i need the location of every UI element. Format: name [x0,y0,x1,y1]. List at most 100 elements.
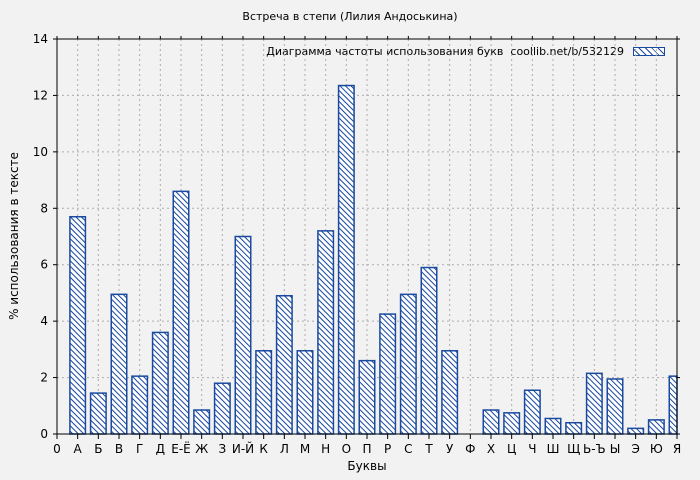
bar-hatch-line [296,375,314,392]
bar-hatch-line [234,254,252,271]
bar-hatch-line [635,428,643,435]
bar-hatch-line [69,315,86,332]
bar-hatch-line [379,359,396,376]
bar-hatch-line [379,375,396,392]
bar-hatch-line [338,276,355,293]
bar-hatch-line [234,403,252,420]
bar-hatch-line [379,408,396,425]
bar-hatch-line [172,414,190,431]
bar-hatch-line [320,230,334,244]
bar-hatch-line [96,392,107,403]
bar-hatch-line [75,216,86,227]
bar-hatch-line [69,304,86,321]
y-tick-label: 8 [40,201,48,215]
x-tick-label: Х [487,442,495,456]
bar-hatch-line [296,381,314,398]
bar-hatch-line [69,309,86,326]
bar-hatch-line [317,348,334,365]
bar-hatch-line [400,320,417,337]
bar-hatch-line [276,298,293,315]
bar-hatch-line [152,425,162,435]
bar-Н [317,230,335,435]
bar-hatch-line [234,381,252,398]
bar-hatch-line [234,304,252,321]
bar-hatch-line [317,331,334,348]
bar-hatch-line [69,265,86,282]
bar-hatch-line [172,315,190,332]
bar-hatch-line [443,350,458,365]
bar-hatch-line [379,337,396,354]
bar-hatch-line [172,298,190,315]
bar-hatch-line [234,375,252,392]
bar-hatch-line [420,386,438,403]
bar-hatch-line [317,304,334,321]
bar-hatch-line [489,409,500,420]
bar-hatch-line [668,419,678,429]
bar-hatch-line [69,298,86,315]
bar-hatch-line [358,419,374,435]
bar-hatch-line [338,260,355,277]
bar-hatch-line [317,309,334,326]
bar-hatch-line [338,331,355,348]
bar-hatch-line [215,382,231,398]
bar-hatch-line [152,408,169,425]
bar-hatch-line [234,243,252,260]
bar-hatch-line [420,359,438,376]
bar-hatch-line [172,205,190,222]
bar-hatch-line [255,370,272,387]
bar-hatch-line [234,359,252,376]
bar-hatch-line [200,409,210,420]
y-tick-label: 10 [33,145,48,159]
bar-hatch-line [659,419,665,425]
y-tick-label: 4 [40,314,48,328]
bar-hatch-line [400,348,417,365]
bar-hatch-line [338,381,355,398]
bar-hatch-line [172,337,190,354]
bar-hatch-line [255,425,265,435]
bar-hatch-line [317,260,334,277]
bar-hatch-line [310,350,314,354]
bar-hatch-line [276,326,293,343]
bar-hatch-line [172,199,190,216]
bar-hatch-line [400,370,417,387]
bar-hatch-line [172,370,190,387]
bar-hatch-line [606,419,622,435]
bar-hatch-line [400,304,417,321]
bar-hatch-line [317,315,334,332]
bar-hatch-line [586,408,603,425]
bar-hatch-line [268,350,272,354]
bar-hatch-line [326,230,334,238]
bar-hatch-line [234,370,252,387]
bar-hatch-line [358,392,376,409]
bar-hatch-line [338,238,355,255]
x-tick-label: П [362,442,371,456]
bar-hatch-line [172,326,190,343]
bar-hatch-line [283,295,293,304]
bar-hatch-line [234,414,252,431]
bar-hatch-line [172,386,190,403]
bar-hatch-line [152,375,169,392]
x-tick-label: Ц [507,442,516,456]
y-tick-label: 0 [40,427,48,441]
bar-hatch-line [338,106,355,123]
bar-hatch-line [400,375,417,392]
bar-hatch-line [379,397,396,414]
bar-hatch-line [524,408,541,425]
bar-hatch-line [172,392,190,409]
x-tick-label: Ю [650,442,663,456]
bar-hatch-line [172,232,190,249]
bar-hatch-line [110,315,128,332]
bar-hatch-line [400,309,417,326]
bar-hatch-line [524,419,539,435]
bar-hatch-line [234,342,252,359]
bar-hatch-line [586,392,603,409]
bar-hatch-line [317,408,334,425]
bar-hatch-line [152,332,169,348]
bar-hatch-line [338,414,355,431]
bar-hatch-line [255,375,272,392]
bar-hatch-line [554,418,562,425]
bar-hatch-line [668,408,678,418]
bar-hatch-line [110,392,128,409]
bar-hatch-line [338,320,355,337]
bar-hatch-line [255,364,272,381]
